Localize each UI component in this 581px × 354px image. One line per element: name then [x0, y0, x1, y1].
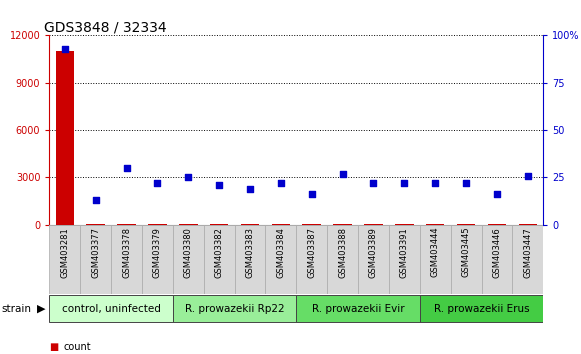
Bar — [49, 295, 173, 322]
Text: GSM403378: GSM403378 — [122, 227, 131, 278]
Bar — [210, 224, 228, 225]
Text: GSM403377: GSM403377 — [91, 227, 100, 278]
Point — [338, 171, 347, 177]
Text: GSM403380: GSM403380 — [184, 227, 193, 278]
Point — [523, 173, 532, 178]
Point — [307, 192, 317, 197]
Bar — [457, 224, 475, 225]
Point — [245, 186, 254, 192]
Text: ▶: ▶ — [37, 304, 45, 314]
Bar — [173, 225, 204, 294]
Text: strain: strain — [1, 304, 31, 314]
Text: GSM403281: GSM403281 — [60, 227, 69, 278]
Bar — [148, 224, 167, 225]
Bar — [87, 224, 105, 225]
Bar — [426, 224, 444, 225]
Point — [214, 182, 224, 188]
Bar — [117, 224, 136, 225]
Bar — [482, 225, 512, 294]
Bar — [111, 225, 142, 294]
Text: GSM403387: GSM403387 — [307, 227, 316, 278]
Point — [153, 180, 162, 186]
Bar — [266, 225, 296, 294]
Text: GSM403446: GSM403446 — [493, 227, 501, 278]
Text: GDS3848 / 32334: GDS3848 / 32334 — [45, 20, 167, 34]
Text: GSM403389: GSM403389 — [369, 227, 378, 278]
Bar — [333, 224, 352, 225]
Bar — [296, 225, 327, 294]
Bar — [179, 224, 198, 225]
Bar — [241, 224, 259, 225]
Text: control, uninfected: control, uninfected — [62, 304, 160, 314]
Text: GSM403447: GSM403447 — [523, 227, 532, 278]
Bar — [80, 225, 111, 294]
Point — [431, 180, 440, 186]
Bar — [358, 225, 389, 294]
Bar — [49, 225, 80, 294]
Bar — [296, 295, 420, 322]
Bar — [303, 224, 321, 225]
Text: GSM403391: GSM403391 — [400, 227, 409, 278]
Text: GSM403382: GSM403382 — [214, 227, 224, 278]
Point — [122, 165, 131, 171]
Point — [276, 180, 285, 186]
Text: ■: ■ — [49, 342, 59, 352]
Text: GSM403379: GSM403379 — [153, 227, 162, 278]
Bar — [395, 224, 414, 225]
Bar — [173, 295, 296, 322]
Text: GSM403445: GSM403445 — [461, 227, 471, 278]
Text: R. prowazekii Erus: R. prowazekii Erus — [433, 304, 529, 314]
Text: GSM403388: GSM403388 — [338, 227, 347, 278]
Point — [400, 180, 409, 186]
Bar — [519, 224, 537, 225]
Bar — [142, 225, 173, 294]
Point — [461, 180, 471, 186]
Bar — [487, 224, 506, 225]
Point — [91, 197, 101, 203]
Bar — [451, 225, 482, 294]
Text: R. prowazekii Evir: R. prowazekii Evir — [312, 304, 404, 314]
Bar — [389, 225, 420, 294]
Point — [60, 46, 70, 51]
Bar — [327, 225, 358, 294]
Text: GSM403383: GSM403383 — [246, 227, 254, 278]
Bar — [204, 225, 235, 294]
Bar — [235, 225, 266, 294]
Bar — [420, 225, 451, 294]
Bar — [364, 224, 383, 225]
Point — [369, 180, 378, 186]
Bar — [272, 224, 290, 225]
Bar — [512, 225, 543, 294]
Text: GSM403384: GSM403384 — [277, 227, 285, 278]
Point — [492, 192, 501, 197]
Text: R. prowazekii Rp22: R. prowazekii Rp22 — [185, 304, 284, 314]
Text: GSM403444: GSM403444 — [431, 227, 440, 278]
Bar — [56, 51, 74, 225]
Bar — [420, 295, 543, 322]
Text: count: count — [64, 342, 92, 352]
Point — [184, 175, 193, 180]
